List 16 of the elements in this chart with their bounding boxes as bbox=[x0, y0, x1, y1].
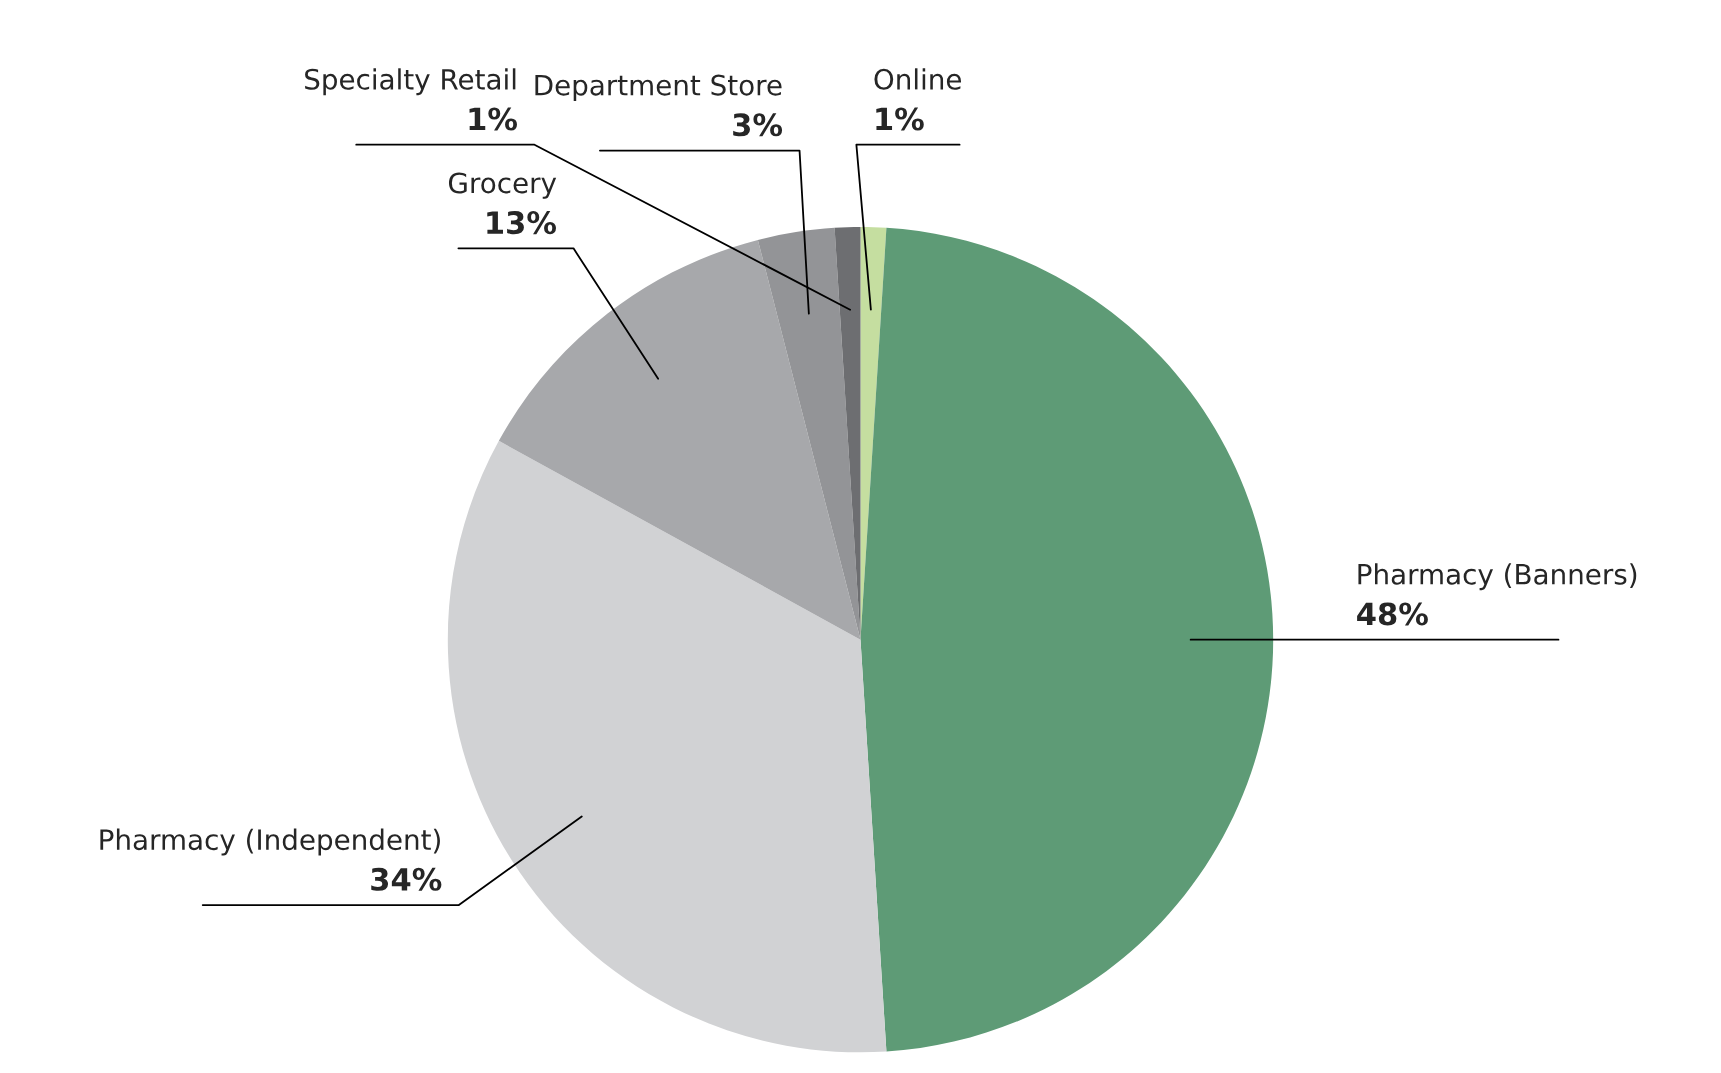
data-label: 1% bbox=[469, 107, 517, 131]
data-label: 48% bbox=[1357, 602, 1428, 626]
pie-slice bbox=[860, 226, 887, 640]
data-label: 1% bbox=[876, 107, 924, 131]
slice-label: Pharmacy (Independent) bbox=[100, 828, 440, 856]
data-label: 3% bbox=[733, 113, 783, 137]
slice-label: Online bbox=[874, 68, 961, 90]
slice-label: Department Store bbox=[535, 74, 782, 102]
pie-slice bbox=[860, 227, 1274, 1052]
pie-slice bbox=[498, 239, 861, 640]
data-label: 34% bbox=[371, 867, 442, 891]
slice-label: Pharmacy (Banners) bbox=[1358, 563, 1637, 591]
data-label: 13% bbox=[487, 211, 556, 235]
slice-label: Grocery bbox=[448, 172, 557, 199]
slice-label: Specialty Retail bbox=[305, 68, 516, 96]
pie-slice bbox=[447, 440, 887, 1053]
